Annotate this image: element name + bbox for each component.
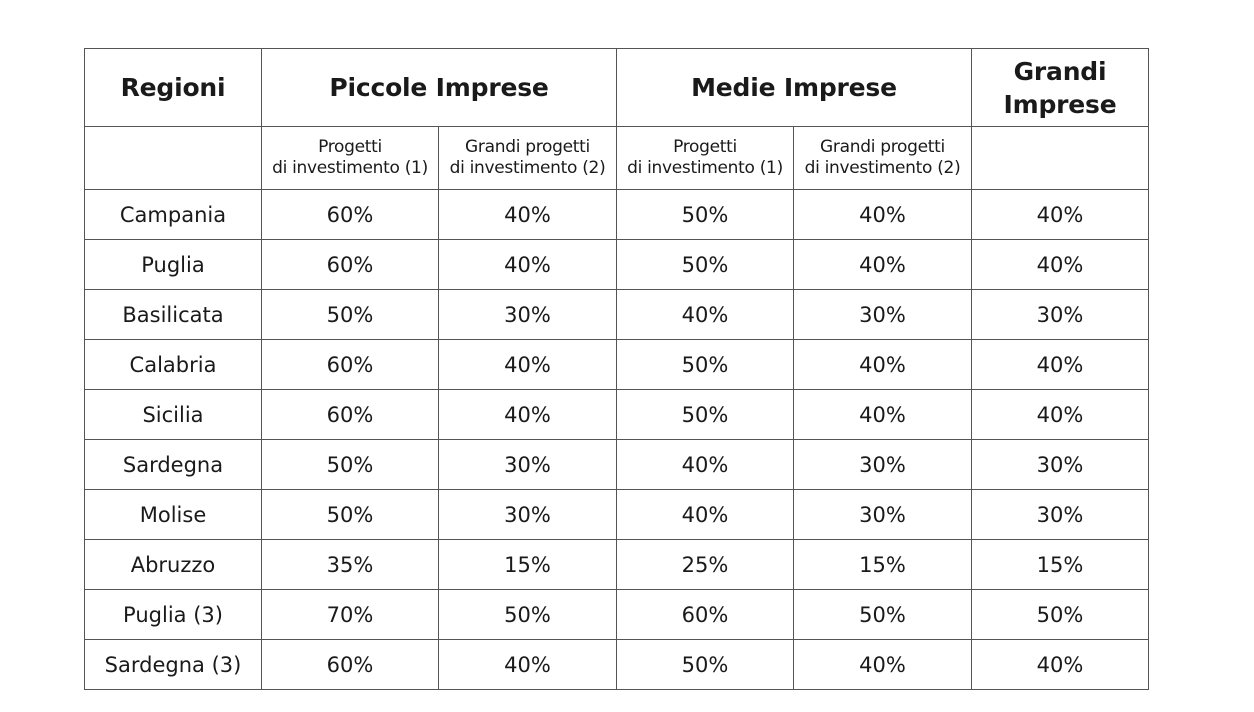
subheader-empty-large [971, 126, 1149, 190]
subheader-line: Grandi progetti [820, 137, 945, 157]
table-cell: 40% [438, 339, 617, 390]
subheader-line: di investimento (1) [272, 158, 428, 178]
header-large-line2: Imprese [1003, 89, 1117, 119]
table-cell: 30% [971, 439, 1149, 490]
table-row: Molise 50% 30% 40% 30% 30% [84, 489, 1149, 540]
table-cell: 30% [971, 289, 1149, 340]
table-cell: 30% [793, 289, 972, 340]
subheader-medium-large-projects: Grandi progetti di investimento (2) [793, 126, 972, 190]
subheader-line: di investimento (2) [449, 158, 606, 178]
region-cell: Sardegna (3) [84, 639, 262, 690]
table-cell: 35% [261, 539, 439, 590]
table-cell: 50% [261, 289, 439, 340]
table-cell: 50% [616, 189, 794, 240]
table-cell: 40% [971, 339, 1149, 390]
subheader-medium-projects: Progetti di investimento (1) [616, 126, 794, 190]
region-cell: Sardegna [84, 439, 262, 490]
incentives-table: Regioni Piccole Imprese Medie Imprese Gr… [84, 48, 1149, 690]
table-cell: 50% [616, 389, 794, 440]
table-cell: 50% [261, 489, 439, 540]
table-cell: 25% [616, 539, 794, 590]
table-cell: 60% [261, 639, 439, 690]
table-cell: 40% [793, 339, 972, 390]
table-cell: 40% [971, 639, 1149, 690]
table-cell: 30% [438, 289, 617, 340]
table-row: Abruzzo 35% 15% 25% 15% 15% [84, 539, 1149, 590]
region-cell: Puglia [84, 239, 262, 290]
region-cell: Basilicata [84, 289, 262, 340]
header-small-enterprises: Piccole Imprese [261, 48, 617, 127]
table-cell: 40% [971, 189, 1149, 240]
table-cell: 15% [438, 539, 617, 590]
table-cell: 30% [793, 489, 972, 540]
table-cell: 60% [261, 239, 439, 290]
table-cell: 40% [971, 389, 1149, 440]
table-row: Puglia 60% 40% 50% 40% 40% [84, 239, 1149, 290]
table-cell: 50% [616, 639, 794, 690]
table-cell: 40% [793, 189, 972, 240]
table-cell: 60% [261, 189, 439, 240]
table-row: Campania 60% 40% 50% 40% 40% [84, 189, 1149, 240]
region-cell: Molise [84, 489, 262, 540]
subheader-line: di investimento (2) [804, 158, 961, 178]
table-cell: 40% [793, 639, 972, 690]
table-cell: 40% [616, 489, 794, 540]
subheader-line: Progetti [318, 137, 382, 157]
table-cell: 40% [616, 439, 794, 490]
table-cell: 40% [616, 289, 794, 340]
table-row: Puglia (3) 70% 50% 60% 50% 50% [84, 589, 1149, 640]
table-cell: 50% [438, 589, 617, 640]
table-cell: 15% [971, 539, 1149, 590]
table-cell: 40% [971, 239, 1149, 290]
table-cell: 50% [793, 589, 972, 640]
table-cell: 60% [261, 339, 439, 390]
region-cell: Calabria [84, 339, 262, 390]
table-row: Sardegna 50% 30% 40% 30% 30% [84, 439, 1149, 490]
header-medium-enterprises: Medie Imprese [616, 48, 972, 127]
table-cell: 30% [793, 439, 972, 490]
table-cell: 50% [616, 239, 794, 290]
table-row: Basilicata 50% 30% 40% 30% 30% [84, 289, 1149, 340]
subheader-empty-regions [84, 126, 262, 190]
table-cell: 50% [616, 339, 794, 390]
table-cell: 30% [438, 439, 617, 490]
subheader-line: Progetti [673, 137, 737, 157]
table-cell: 40% [438, 389, 617, 440]
table-cell: 60% [261, 389, 439, 440]
table-cell: 50% [261, 439, 439, 490]
table-cell: 15% [793, 539, 972, 590]
table-cell: 70% [261, 589, 439, 640]
subheader-line: di investimento (1) [627, 158, 783, 178]
table-row: Sicilia 60% 40% 50% 40% 40% [84, 389, 1149, 440]
table-container: Regioni Piccole Imprese Medie Imprese Gr… [84, 48, 1149, 690]
header-large-line1: Grandi [1013, 56, 1107, 86]
table-cell: 30% [971, 489, 1149, 540]
table-row: Calabria 60% 40% 50% 40% 40% [84, 339, 1149, 390]
region-cell: Puglia (3) [84, 589, 262, 640]
subheader-small-large-projects: Grandi progetti di investimento (2) [438, 126, 617, 190]
region-cell: Sicilia [84, 389, 262, 440]
subheader-line: Grandi progetti [465, 137, 590, 157]
table-cell: 50% [971, 589, 1149, 640]
table-row: Sardegna (3) 60% 40% 50% 40% 40% [84, 639, 1149, 690]
header-row: Regioni Piccole Imprese Medie Imprese Gr… [84, 48, 1149, 127]
subheader-row: Progetti di investimento (1) Grandi prog… [84, 126, 1149, 190]
header-regions: Regioni [84, 48, 262, 127]
header-large-enterprises: Grandi Imprese [971, 48, 1149, 127]
table-cell: 30% [438, 489, 617, 540]
table-cell: 40% [793, 239, 972, 290]
region-cell: Campania [84, 189, 262, 240]
table-cell: 40% [793, 389, 972, 440]
subheader-small-projects: Progetti di investimento (1) [261, 126, 439, 190]
table-cell: 40% [438, 239, 617, 290]
table-cell: 60% [616, 589, 794, 640]
region-cell: Abruzzo [84, 539, 262, 590]
table-cell: 40% [438, 639, 617, 690]
table-cell: 40% [438, 189, 617, 240]
